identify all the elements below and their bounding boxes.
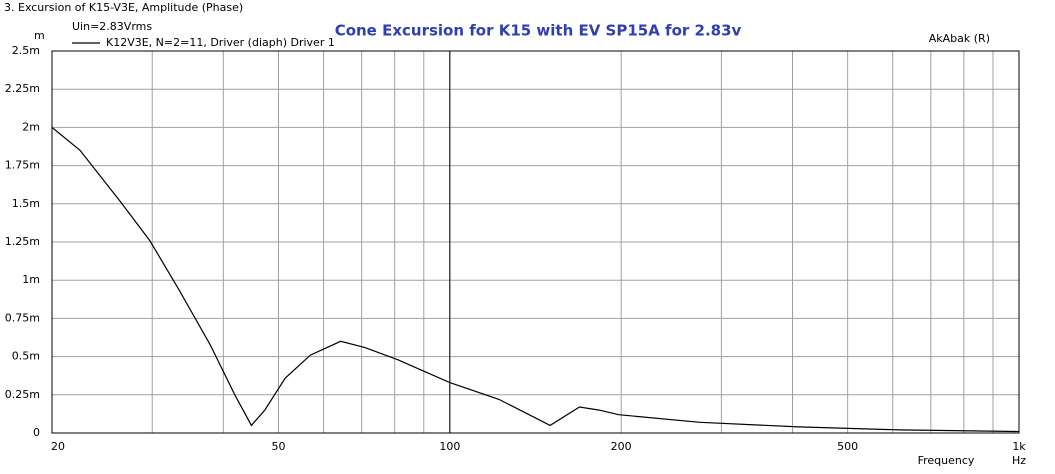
x-tick-label: 100 [439, 440, 460, 453]
x-tick-label: 200 [611, 440, 632, 453]
y-tick-label: 0 [33, 426, 40, 439]
y-tick-label: 1.75m [5, 159, 40, 172]
y-tick-label: 0.25m [5, 388, 40, 401]
y-tick-label: 0.5m [12, 350, 40, 363]
y-tick-label: 1.25m [5, 235, 40, 248]
series-line [51, 126, 1020, 433]
y-tick-label: 1m [22, 273, 40, 286]
chart-title: Cone Excursion for K15 with EV SP15A for… [335, 22, 742, 40]
legend-label: K12V3E, N=2=11, Driver (diaph) Driver 1 [106, 36, 335, 49]
watermark: AkAbak (R) [929, 32, 990, 45]
plot-frame [51, 50, 1020, 434]
x-unit: Hz [1012, 454, 1026, 467]
y-unit: m [34, 29, 45, 42]
y-tick-label: 2m [22, 120, 40, 133]
y-tick-label: 1.5m [12, 197, 40, 210]
y-tick-label: 2.25m [5, 82, 40, 95]
y-tick-label: 2.5m [12, 44, 40, 57]
subtitle: Uin=2.83Vrms [72, 20, 152, 33]
x-tick-label: 50 [271, 440, 285, 453]
x-tick-label: 20 [51, 440, 65, 453]
y-tick-label: 0.75m [5, 311, 40, 324]
chart-header: 3. Excursion of K15-V3E, Amplitude (Phas… [4, 1, 243, 14]
x-tick-label: 1k [1012, 440, 1026, 453]
x-tick-label: 500 [837, 440, 858, 453]
x-axis-label: Frequency [918, 454, 975, 467]
